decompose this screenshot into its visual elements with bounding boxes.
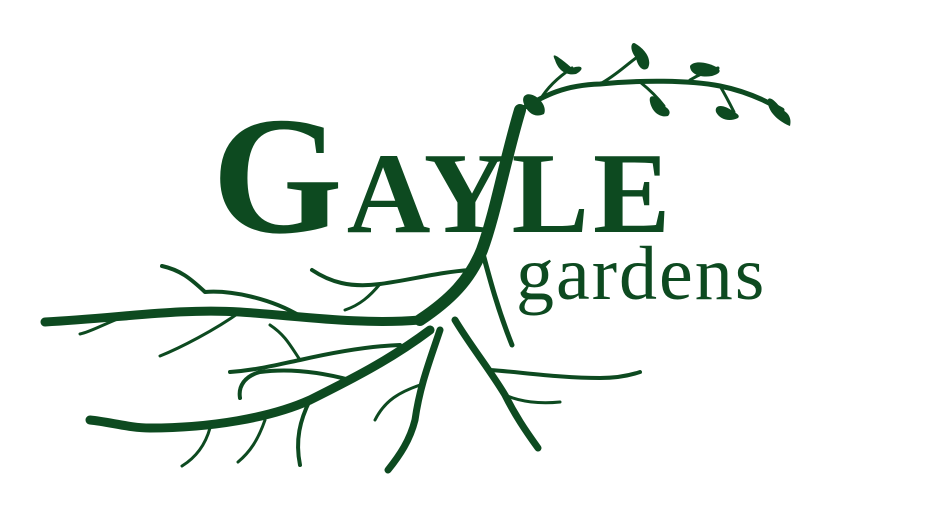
brand-tagline: gardens xyxy=(516,232,767,316)
brand-name: GAYLE xyxy=(212,92,674,260)
brand-name-initial: G xyxy=(212,83,347,269)
brand-name-rest: AYLE xyxy=(346,130,675,258)
